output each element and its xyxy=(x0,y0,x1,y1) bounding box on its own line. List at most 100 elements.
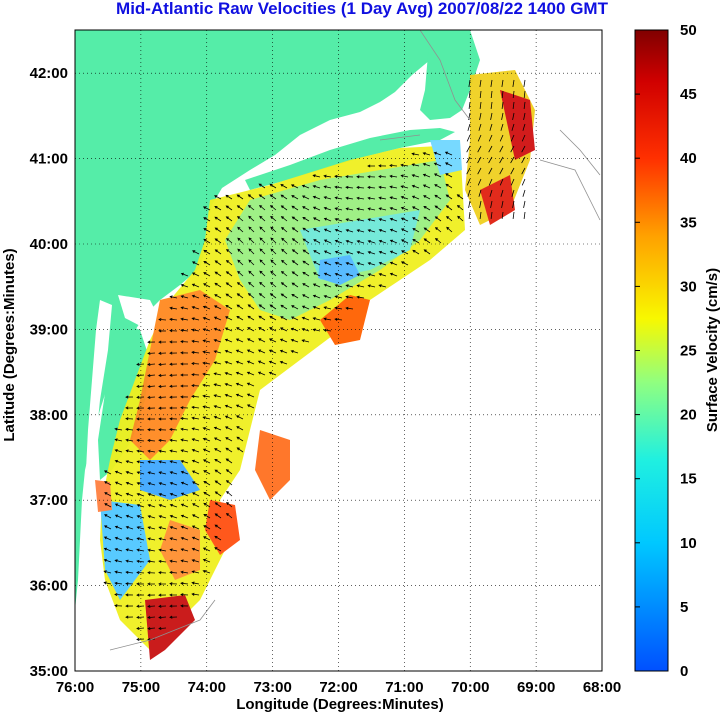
velocity-arrow xyxy=(412,228,420,233)
velocity-arrow xyxy=(378,185,387,189)
velocity-arrow xyxy=(114,559,123,563)
velocity-arrow xyxy=(203,480,211,486)
velocity-arrow xyxy=(214,216,222,222)
velocity-arrow xyxy=(158,571,167,575)
velocity-arrow xyxy=(169,384,178,388)
velocity-arrow xyxy=(225,316,233,321)
velocity-arrow xyxy=(180,460,189,464)
velocity-arrow xyxy=(367,240,376,244)
velocity-arrow xyxy=(521,156,526,164)
velocity-arrow xyxy=(158,395,167,399)
velocity-arrow xyxy=(180,581,189,586)
velocity-arrow xyxy=(247,293,255,299)
velocity-arrow xyxy=(158,526,167,530)
velocity-arrow xyxy=(191,373,200,377)
velocity-arrow xyxy=(301,195,310,200)
velocity-arrow xyxy=(356,262,365,266)
velocity-arrow xyxy=(378,250,387,255)
y-tick-label: 39:00 xyxy=(30,321,68,338)
velocity-arrow xyxy=(202,547,211,552)
velocity-arrow xyxy=(499,167,504,175)
velocity-arrow xyxy=(235,371,244,376)
velocity-arrow xyxy=(301,184,310,189)
velocity-arrow xyxy=(147,571,156,575)
velocity-arrow xyxy=(389,228,398,233)
velocity-arrow xyxy=(334,306,343,310)
velocity-arrow xyxy=(191,581,200,585)
velocity-arrow xyxy=(512,101,515,109)
velocity-arrow xyxy=(433,151,442,156)
velocity-arrow xyxy=(202,383,211,387)
velocity-arrow xyxy=(158,449,167,453)
velocity-arrow xyxy=(169,329,178,333)
velocity-arrow xyxy=(490,101,493,109)
y-tick-label: 37:00 xyxy=(30,492,68,509)
velocity-arrow xyxy=(510,134,515,142)
velocity-arrow xyxy=(169,593,178,597)
velocity-arrow xyxy=(125,449,134,453)
velocity-arrow xyxy=(169,417,178,421)
velocity-arrow xyxy=(257,371,266,376)
velocity-arrow xyxy=(478,189,482,197)
colorbar-tick-label: 20 xyxy=(680,407,697,424)
velocity-arrow xyxy=(290,350,299,354)
velocity-arrow xyxy=(213,339,222,343)
velocity-arrow xyxy=(389,164,398,168)
velocity-arrow xyxy=(226,248,233,255)
velocity-arrow xyxy=(367,196,376,200)
velocity-arrow xyxy=(411,174,420,178)
velocity-arrows xyxy=(103,79,526,641)
velocity-arrow xyxy=(169,570,178,575)
velocity-arrow xyxy=(114,449,123,453)
velocity-arrow xyxy=(400,185,409,189)
velocity-arrow xyxy=(136,571,145,575)
velocity-arrow xyxy=(501,90,504,99)
velocity-arrow xyxy=(202,459,211,464)
velocity-arrow xyxy=(356,218,365,222)
velocity-arrow xyxy=(246,393,255,398)
velocity-arrow xyxy=(125,593,134,597)
velocity-arrow xyxy=(180,537,189,541)
velocity-arrow xyxy=(169,351,178,355)
velocity-arrow xyxy=(169,526,178,530)
velocity-arrow xyxy=(412,238,420,244)
velocity-arrow xyxy=(400,163,409,167)
velocity-arrow xyxy=(169,362,178,366)
velocity-arrow xyxy=(323,196,332,200)
velocity-arrow xyxy=(269,205,277,211)
velocity-arrow xyxy=(214,535,222,541)
velocity-arrow xyxy=(158,593,167,597)
velocity-arrow xyxy=(236,315,244,321)
velocity-arrow xyxy=(225,512,233,519)
velocity-arrow xyxy=(158,471,167,475)
velocity-arrow xyxy=(378,284,387,288)
velocity-arrow xyxy=(169,604,178,608)
velocity-arrow xyxy=(302,260,310,266)
velocity-arrow xyxy=(147,493,156,497)
velocity-arrow xyxy=(411,195,420,200)
velocity-arrow xyxy=(224,404,233,409)
velocity-arrow xyxy=(225,480,233,486)
velocity-arrow xyxy=(511,189,515,197)
velocity-arrow xyxy=(169,438,178,442)
velocity-arrow xyxy=(180,559,189,563)
velocity-arrow xyxy=(247,204,255,211)
map-grid xyxy=(75,30,602,671)
velocity-arrow xyxy=(213,383,222,387)
velocity-arrow xyxy=(125,525,134,530)
y-tick-label: 38:00 xyxy=(30,407,68,424)
velocity-arrow xyxy=(422,152,431,156)
velocity-arrow xyxy=(434,237,442,244)
velocity-arrow xyxy=(523,211,526,219)
velocity-arrow xyxy=(203,249,211,255)
velocity-arrow xyxy=(291,305,299,310)
velocity-arrow xyxy=(422,184,431,189)
velocity-arrow xyxy=(191,261,200,266)
colorbar-tick-label: 25 xyxy=(680,343,697,360)
velocity-arrow xyxy=(236,293,244,299)
velocity-arrow xyxy=(257,349,266,354)
velocity-arrow xyxy=(334,250,343,255)
velocity-arrow xyxy=(147,593,156,597)
velocity-arrow xyxy=(136,504,145,508)
velocity-arrow xyxy=(214,513,222,519)
